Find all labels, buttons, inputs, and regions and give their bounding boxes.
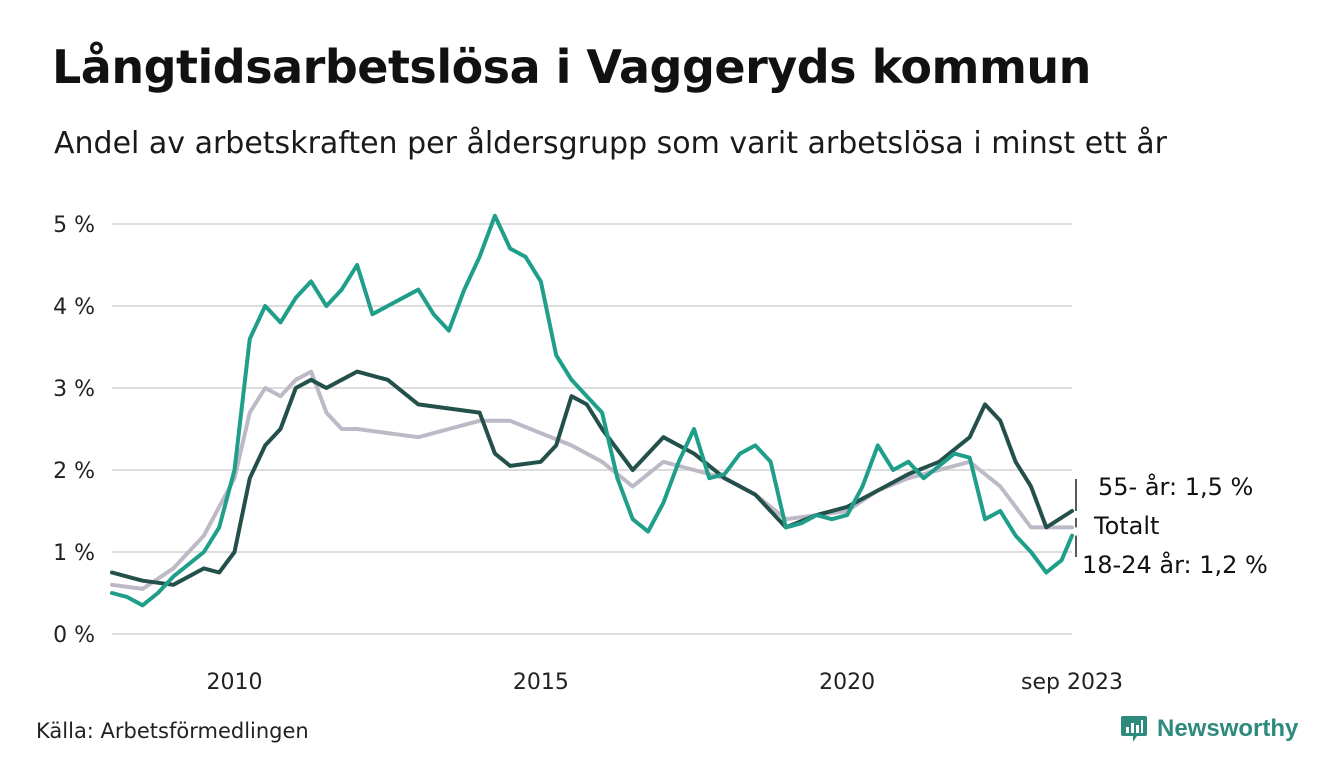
series-lines	[110, 213, 1074, 608]
y-axis-ticks: 0 % 1 % 2 % 3 % 4 % 5 %	[53, 213, 95, 648]
series-end-label: Totalt	[1093, 512, 1159, 540]
chart-title: Långtidsarbetslösa i Vaggeryds kommun	[52, 40, 1091, 94]
series-labels: 55- år: 1,5 % Totalt 18-24 år: 1,2 %	[1075, 472, 1268, 579]
series-line-18-24-r	[110, 213, 1074, 608]
x-tick-label: 2020	[819, 670, 875, 695]
y-tick-label: 5 %	[53, 213, 95, 238]
series-line-55-r	[110, 369, 1074, 587]
chart-subtitle: Andel av arbetskraften per åldersgrupp s…	[54, 126, 1167, 161]
x-axis-ticks: 2010 2015 2020 sep 2023	[207, 670, 1123, 695]
brand-name: Newsworthy	[1157, 715, 1299, 742]
grid-lines	[112, 223, 1072, 635]
series-end-label: 55- år: 1,5 %	[1098, 472, 1253, 501]
y-tick-label: 2 %	[53, 459, 95, 484]
x-tick-label: sep 2023	[1021, 670, 1123, 695]
brand-logo[interactable]: Newsworthy	[1119, 714, 1298, 744]
newsworthy-icon	[1121, 716, 1147, 742]
x-tick-label: 2010	[207, 670, 263, 695]
y-tick-label: 4 %	[53, 295, 95, 320]
y-tick-label: 3 %	[53, 377, 95, 402]
y-tick-label: 0 %	[53, 623, 95, 648]
x-tick-label: 2015	[513, 670, 569, 695]
series-end-label: 18-24 år: 1,2 %	[1082, 550, 1268, 579]
y-tick-label: 1 %	[53, 541, 95, 566]
source-note: Källa: Arbetsförmedlingen	[36, 719, 309, 743]
